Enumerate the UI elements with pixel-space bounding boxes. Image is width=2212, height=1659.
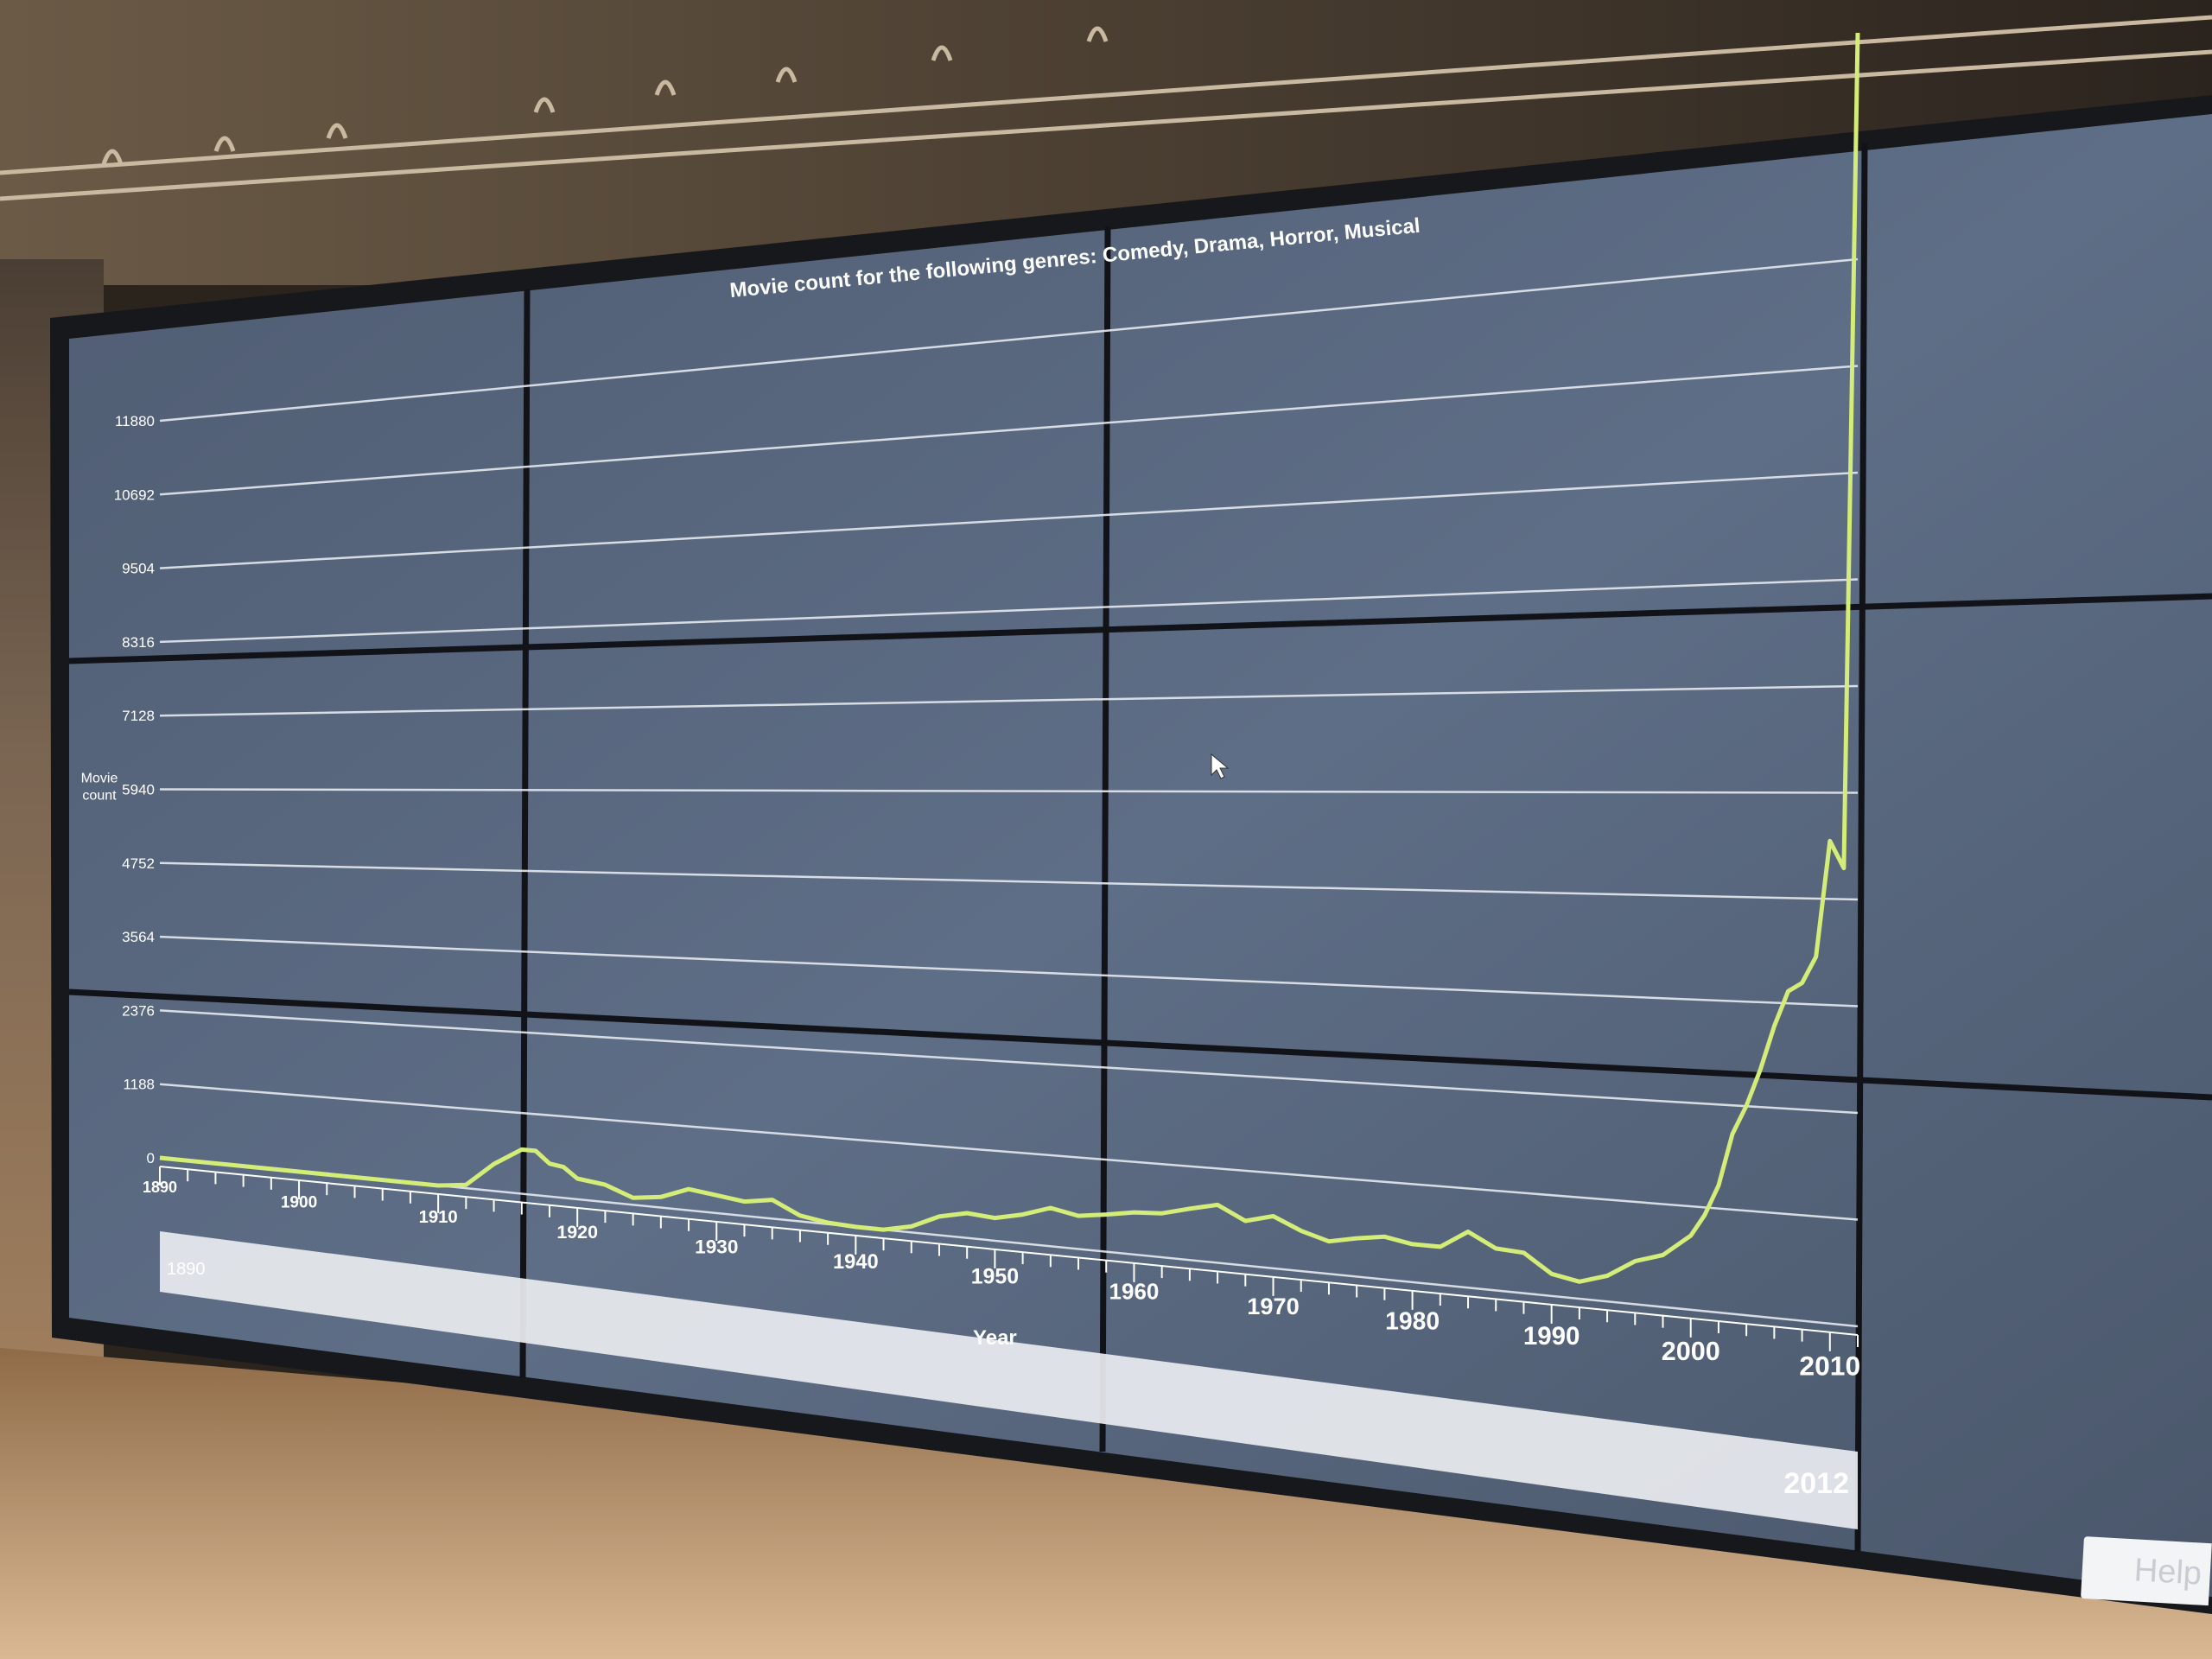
series-line-movie-count xyxy=(159,32,1860,1284)
y-tick-label: 10692 xyxy=(114,486,155,503)
x-axis-line xyxy=(159,1166,1859,1336)
gridline-1 xyxy=(159,1083,1859,1221)
display-surface xyxy=(69,114,2212,1597)
x-tick-label: 1930 xyxy=(695,1236,738,1257)
x-tick-label: 1920 xyxy=(556,1222,598,1243)
timeline-track xyxy=(160,1231,1858,1529)
y-tick-label: 2376 xyxy=(122,1002,155,1019)
x-tick-label: 1980 xyxy=(1385,1307,1440,1335)
gridline-7 xyxy=(159,578,1859,644)
timeline-end-label: 2012 xyxy=(1783,1467,1849,1500)
x-tick-label: 1990 xyxy=(1523,1322,1580,1351)
x-tick-label: 2010 xyxy=(1799,1350,1860,1381)
x-axis: 1890 1900 1910 1920 1930 1940 1950 1960 1970 1980… xyxy=(143,1166,1860,1381)
ceiling-pipes xyxy=(0,15,2212,201)
mouse-cursor-icon xyxy=(1211,753,1230,779)
y-tick-label: 1188 xyxy=(123,1077,155,1093)
x-axis-label: Year xyxy=(973,1326,1017,1350)
x-tick-label: 1900 xyxy=(281,1194,317,1212)
timeline-start-label: 1890 xyxy=(167,1260,206,1279)
x-tick-label: 1890 xyxy=(143,1179,177,1196)
gridline-10 xyxy=(159,257,1859,423)
x-tick-label: 2000 xyxy=(1662,1337,1720,1366)
x-tick-label: 1950 xyxy=(971,1265,1019,1289)
lower-wall xyxy=(0,1348,2212,1659)
x-tick-label: 1940 xyxy=(833,1251,879,1274)
x-tick-label: 1960 xyxy=(1109,1278,1160,1304)
y-tick-label: 7128 xyxy=(122,708,155,724)
y-tick-label: 5940 xyxy=(122,782,155,798)
gridline-4 xyxy=(159,861,1859,901)
gridline-8 xyxy=(159,471,1859,569)
x-tick-label: 1910 xyxy=(419,1208,458,1227)
y-tick-label: 9504 xyxy=(122,561,155,577)
y-tick-label: 3564 xyxy=(122,929,155,945)
y-axis-label: Movie count xyxy=(81,772,118,804)
y-axis-label-line: count xyxy=(82,789,117,804)
y-axis-label-line: Movie xyxy=(81,772,118,786)
x-tick-label: 1970 xyxy=(1247,1293,1299,1319)
y-tick-label: 0 xyxy=(147,1150,155,1166)
gridline-2 xyxy=(159,1009,1859,1115)
help-button[interactable]: Help xyxy=(2080,1536,2212,1606)
timeline-slider[interactable]: 1890 2012 xyxy=(160,1231,1858,1529)
gridline-3 xyxy=(159,935,1859,1007)
gridline-6 xyxy=(159,684,1859,717)
chart-gridlines xyxy=(159,257,1859,1328)
y-tick-label: 11880 xyxy=(115,413,155,429)
y-tick-label: 8316 xyxy=(122,634,155,651)
panel-seams xyxy=(68,142,2212,1552)
gridline-9 xyxy=(159,365,1859,496)
y-axis-ticks: 0 1188 2376 3564 4752 5940 7128 8316 9504 10692 11… xyxy=(114,413,155,1166)
gridline-5 xyxy=(159,788,1859,794)
y-tick-label: 4752 xyxy=(122,855,155,872)
